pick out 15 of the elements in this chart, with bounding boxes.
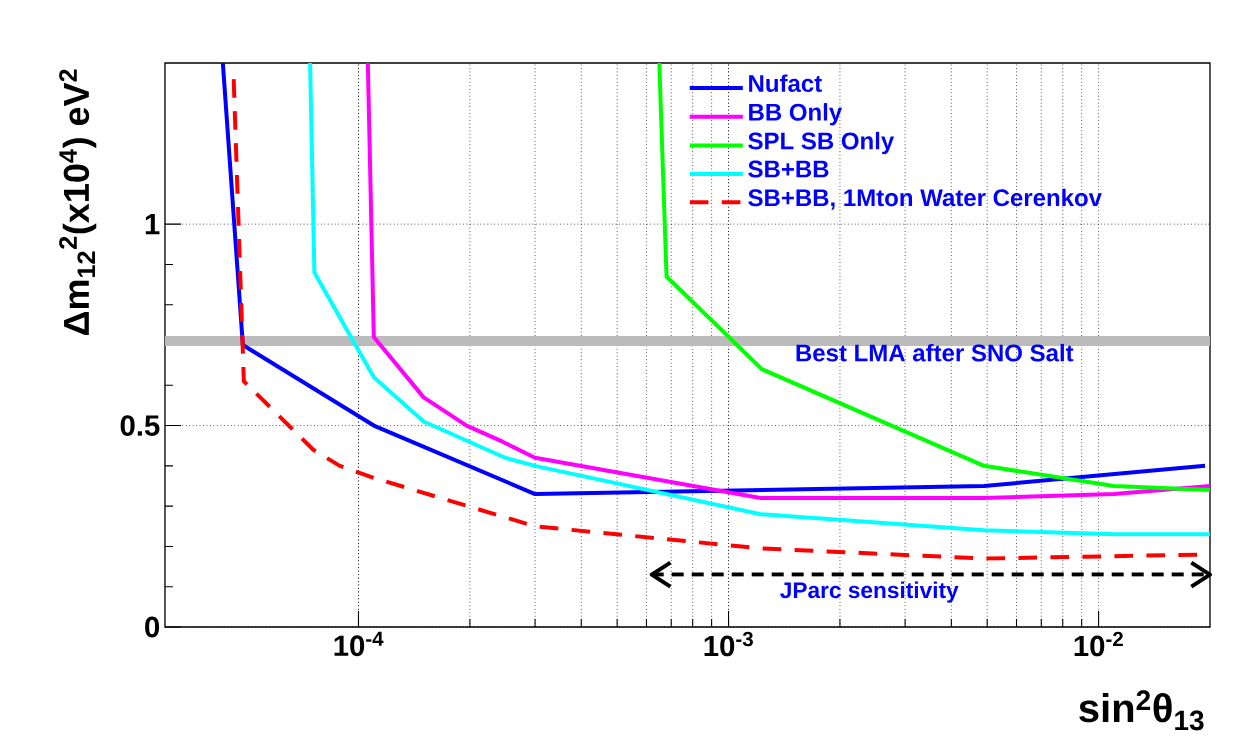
annotation: JParc sensitivity — [780, 581, 959, 603]
ref-line-label: Best LMA after SNO Salt — [796, 343, 1074, 362]
y-axis-title: Δm$_{12}$$^{2}$(x10$^{4}$) eV$^{2}$ — [59, 69, 97, 335]
x-tick-label: 10$^{-2}$ — [1074, 631, 1123, 657]
legend-label: SB+BB — [748, 160, 829, 178]
legend-label: Nufact — [749, 74, 822, 93]
legend-label: BB Only — [749, 103, 843, 126]
y-tick-label: 0 — [145, 616, 160, 638]
legend-label: SPL SB Only — [748, 131, 895, 155]
legend-label: SB+BB, 1Mton Water Cerenkov — [748, 188, 1102, 210]
y-tick-label: 0.5 — [120, 415, 160, 436]
x-axis-title: sin$^{2}$θ$_{13}$ — [1079, 690, 1204, 731]
x-tick-label: 10$^{-4}$ — [334, 631, 384, 657]
y-tick-label: 1 — [145, 214, 160, 235]
x-tick-label: 10$^{-3}$ — [704, 631, 753, 657]
